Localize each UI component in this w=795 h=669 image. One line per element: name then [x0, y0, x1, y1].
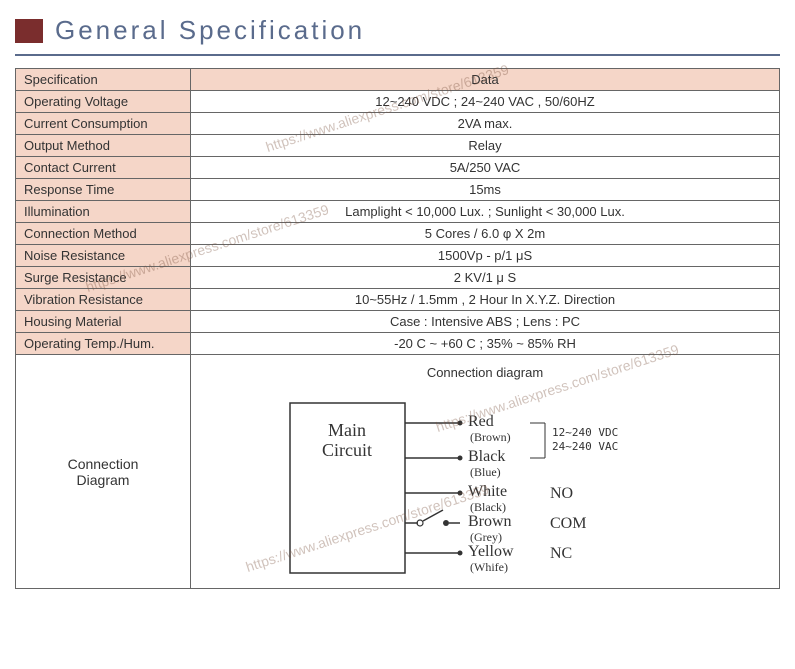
spec-label: Illumination	[16, 201, 191, 223]
svg-text:(Whife): (Whife)	[470, 560, 508, 574]
table-row: Operating Voltage12~240 VDC ; 24~240 VAC…	[16, 91, 780, 113]
table-row: Noise Resistance1500Vp - p/1 μS	[16, 245, 780, 267]
svg-text:Brown: Brown	[468, 513, 512, 530]
svg-text:Circuit: Circuit	[322, 440, 372, 460]
svg-text:COM: COM	[550, 515, 586, 532]
svg-text:(Black): (Black)	[470, 500, 506, 514]
spec-value: 12~240 VDC ; 24~240 VAC , 50/60HZ	[191, 91, 780, 113]
table-row: Housing MaterialCase : Intensive ABS ; L…	[16, 311, 780, 333]
spec-value: Relay	[191, 135, 780, 157]
header-underline	[15, 54, 780, 56]
spec-table: Specification Data Operating Voltage12~2…	[15, 68, 780, 589]
svg-text:12~240 VDC: 12~240 VDC	[552, 426, 618, 439]
svg-text:Yellow: Yellow	[468, 543, 514, 560]
svg-text:Red: Red	[468, 413, 494, 430]
connection-diagram-row: Connection Diagram Connection diagram Ma…	[16, 355, 780, 589]
svg-text:24~240 VAC: 24~240 VAC	[552, 440, 618, 453]
spec-label: Output Method	[16, 135, 191, 157]
diagram-row-label: Connection Diagram	[16, 355, 191, 589]
diagram-title: Connection diagram	[211, 365, 759, 380]
svg-text:NC: NC	[550, 545, 572, 562]
spec-value: 5A/250 VAC	[191, 157, 780, 179]
table-row: Vibration Resistance10~55Hz / 1.5mm , 2 …	[16, 289, 780, 311]
spec-value: 10~55Hz / 1.5mm , 2 Hour In X.Y.Z. Direc…	[191, 289, 780, 311]
table-row: Contact Current5A/250 VAC	[16, 157, 780, 179]
spec-value: 2 KV/1 μ S	[191, 267, 780, 289]
svg-text:White: White	[468, 483, 507, 500]
table-row: IlluminationLamplight < 10,000 Lux. ; Su…	[16, 201, 780, 223]
section-header: General Specification	[15, 15, 780, 46]
table-header-row: Specification Data	[16, 69, 780, 91]
col-header-data: Data	[191, 69, 780, 91]
spec-label: Surge Resistance	[16, 267, 191, 289]
diagram-cell: Connection diagram Main Circuit Red (Bro…	[191, 355, 780, 589]
spec-value: 5 Cores / 6.0 φ X 2m	[191, 223, 780, 245]
col-header-spec: Specification	[16, 69, 191, 91]
table-row: Connection Method5 Cores / 6.0 φ X 2m	[16, 223, 780, 245]
table-row: Operating Temp./Hum.-20 C ~ +60 C ; 35% …	[16, 333, 780, 355]
spec-label: Vibration Resistance	[16, 289, 191, 311]
spec-value: Lamplight < 10,000 Lux. ; Sunlight < 30,…	[191, 201, 780, 223]
svg-text:(Brown): (Brown)	[470, 430, 511, 444]
svg-text:(Grey): (Grey)	[470, 530, 502, 544]
spec-label: Response Time	[16, 179, 191, 201]
spec-value: 1500Vp - p/1 μS	[191, 245, 780, 267]
spec-label: Connection Method	[16, 223, 191, 245]
spec-value: -20 C ~ +60 C ; 35% ~ 85% RH	[191, 333, 780, 355]
table-row: Response Time15ms	[16, 179, 780, 201]
spec-label: Noise Resistance	[16, 245, 191, 267]
spec-label: Housing Material	[16, 311, 191, 333]
svg-text:Main: Main	[328, 420, 366, 440]
spec-label: Operating Voltage	[16, 91, 191, 113]
table-row: Output MethodRelay	[16, 135, 780, 157]
diagram-label-l1: Connection	[68, 456, 139, 472]
spec-label: Contact Current	[16, 157, 191, 179]
spec-value: 2VA max.	[191, 113, 780, 135]
svg-text:Black: Black	[468, 448, 505, 465]
table-row: Current Consumption2VA max.	[16, 113, 780, 135]
diagram-label-l2: Diagram	[77, 472, 130, 488]
svg-text:NO: NO	[550, 485, 573, 502]
connection-diagram-svg: Main Circuit Red (Brown) Black (Blue) 12…	[270, 388, 700, 578]
spec-label: Current Consumption	[16, 113, 191, 135]
spec-value: 15ms	[191, 179, 780, 201]
table-row: Surge Resistance2 KV/1 μ S	[16, 267, 780, 289]
header-accent-block	[15, 19, 43, 43]
spec-label: Operating Temp./Hum.	[16, 333, 191, 355]
spec-value: Case : Intensive ABS ; Lens : PC	[191, 311, 780, 333]
svg-text:(Blue): (Blue)	[470, 465, 501, 479]
page-title: General Specification	[55, 15, 365, 46]
